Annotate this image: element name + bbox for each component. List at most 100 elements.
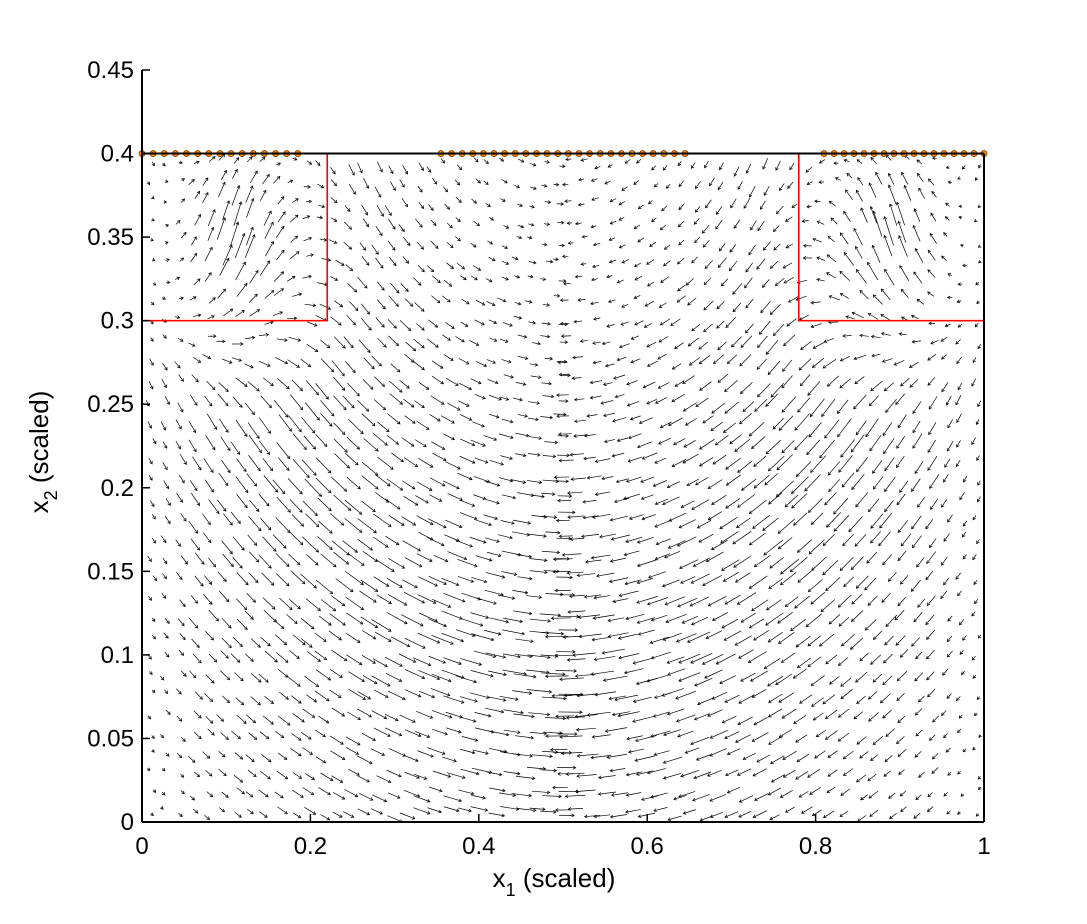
vector-arrowhead: [855, 268, 860, 273]
vector-arrow: [856, 575, 869, 589]
vector-arrow: [885, 398, 897, 413]
vector-arrow: [838, 657, 849, 666]
vector-arrow: [927, 806, 934, 812]
vector-arrow: [542, 731, 563, 734]
vector-arrow: [489, 787, 506, 792]
vector-arrowhead: [770, 760, 774, 764]
vector-arrow: [795, 771, 809, 780]
vector-arrow: [208, 297, 216, 304]
vector-arrow: [676, 633, 697, 643]
vector-arrowhead: [423, 443, 427, 448]
vector-arrow: [291, 733, 302, 741]
vector-arrow: [473, 157, 479, 163]
vector-arrow: [663, 756, 683, 764]
vector-arrowhead: [855, 503, 859, 508]
vector-arrow: [460, 499, 475, 507]
vector-arrow: [235, 377, 248, 387]
vector-arrowhead: [371, 422, 376, 427]
vector-arrow: [929, 233, 938, 244]
vector-arrowhead: [366, 811, 371, 816]
vector-arrow: [806, 439, 821, 455]
vector-arrow: [885, 614, 898, 627]
vector-arrow: [218, 472, 229, 486]
vector-arrowhead: [301, 719, 305, 723]
vector-arrowhead: [182, 738, 186, 742]
vector-arrowhead: [404, 171, 409, 175]
vector-arrowhead: [267, 775, 271, 780]
vector-arrow: [776, 454, 793, 471]
vector-arrow: [517, 414, 528, 417]
vector-arrowhead: [555, 714, 559, 719]
vector-arrow: [574, 320, 583, 323]
vector-arrowhead: [198, 715, 202, 719]
vector-arrowhead: [692, 798, 696, 802]
vector-arrowhead: [707, 516, 712, 521]
vector-arrowhead: [373, 529, 377, 534]
vector-arrow: [218, 382, 229, 392]
vector-arrowhead: [194, 810, 199, 814]
vector-arrow: [416, 553, 433, 562]
vector-arrowhead: [563, 693, 568, 698]
vector-arrow: [715, 435, 729, 446]
vector-arrow: [149, 358, 154, 366]
vector-arrow: [575, 789, 596, 792]
vector-arrow: [176, 688, 182, 695]
vector-arrow: [329, 689, 342, 698]
vector-arrowhead: [654, 501, 659, 506]
vector-arrowhead: [191, 343, 196, 347]
vector-arrow: [246, 227, 254, 246]
vector-arrowhead: [265, 502, 270, 507]
vector-arrowhead: [230, 563, 234, 568]
vector-arrowhead: [914, 677, 918, 682]
vector-arrow: [677, 597, 698, 607]
vector-arrowhead: [149, 460, 153, 465]
vector-arrow: [208, 156, 216, 162]
vector-arrowhead: [728, 267, 733, 272]
vector-arrow: [443, 480, 460, 489]
vector-arrow: [208, 609, 219, 622]
vector-arrow: [343, 811, 354, 818]
vector-arrow: [927, 291, 935, 297]
vector-arrow: [180, 790, 185, 794]
vector-arrowhead: [254, 170, 258, 175]
vector-arrowhead: [400, 458, 404, 463]
vector-arrowhead: [348, 246, 353, 250]
vector-arrowhead: [756, 759, 760, 763]
vector-arrow: [345, 736, 361, 746]
vector-arrowhead: [447, 604, 452, 608]
vector-arrowhead: [255, 508, 260, 513]
vector-arrowhead: [461, 675, 465, 679]
vector-arrowhead: [350, 814, 355, 818]
vector-arrow: [234, 752, 243, 760]
vector-arrowhead: [151, 217, 155, 222]
vector-arrowhead: [565, 715, 570, 720]
vector-arrow: [357, 708, 372, 718]
vector-arrowhead: [676, 260, 681, 265]
vector-arrowhead: [191, 759, 196, 763]
vector-arrow: [587, 711, 611, 716]
vector-arrow: [387, 815, 403, 823]
vector-arrowhead: [532, 320, 536, 325]
vector-arrow: [305, 773, 315, 780]
vector-arrowhead: [726, 751, 731, 756]
vector-arrow: [474, 393, 486, 399]
vector-arrowhead: [210, 469, 214, 473]
vector-arrowhead: [753, 485, 758, 489]
axes: [141, 70, 985, 823]
vector-arrowhead: [211, 386, 216, 391]
vector-arrowhead: [560, 631, 565, 636]
vector-arrowhead: [856, 159, 861, 163]
vector-arrow: [320, 772, 333, 781]
vector-arrow: [388, 748, 406, 757]
vector-arrowhead: [346, 552, 350, 556]
vector-arrowhead: [396, 506, 401, 510]
vector-arrow: [304, 675, 319, 688]
vector-arrowhead: [690, 580, 695, 584]
vector-arrow: [682, 375, 695, 384]
vector-arrow: [445, 461, 461, 470]
vector-arrow: [856, 159, 863, 164]
vector-arrow: [808, 539, 825, 555]
vector-arrow: [613, 598, 629, 603]
vector-arrow: [377, 161, 383, 172]
vector-arrowhead: [900, 542, 905, 547]
